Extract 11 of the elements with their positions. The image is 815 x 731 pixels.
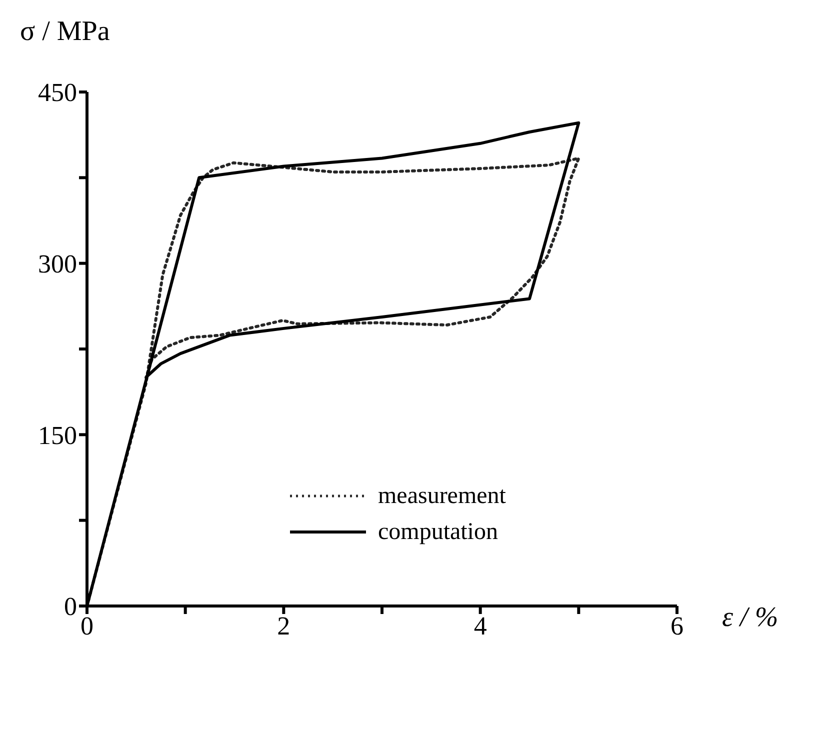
y-tick-label: 150	[38, 420, 77, 450]
legend-label: measurement	[378, 482, 506, 510]
y-axis-title: σ / MPa	[20, 16, 110, 47]
y-tick-label: 450	[38, 78, 77, 108]
x-axis-title: ε / %	[722, 602, 778, 633]
x-tick-label: 6	[670, 611, 684, 640]
x-tick-label: 2	[277, 611, 290, 640]
x-tick-label: 4	[474, 611, 487, 640]
y-tick-label: 0	[64, 592, 77, 622]
legend-label: computation	[378, 518, 498, 546]
y-tick-label: 300	[38, 250, 77, 279]
